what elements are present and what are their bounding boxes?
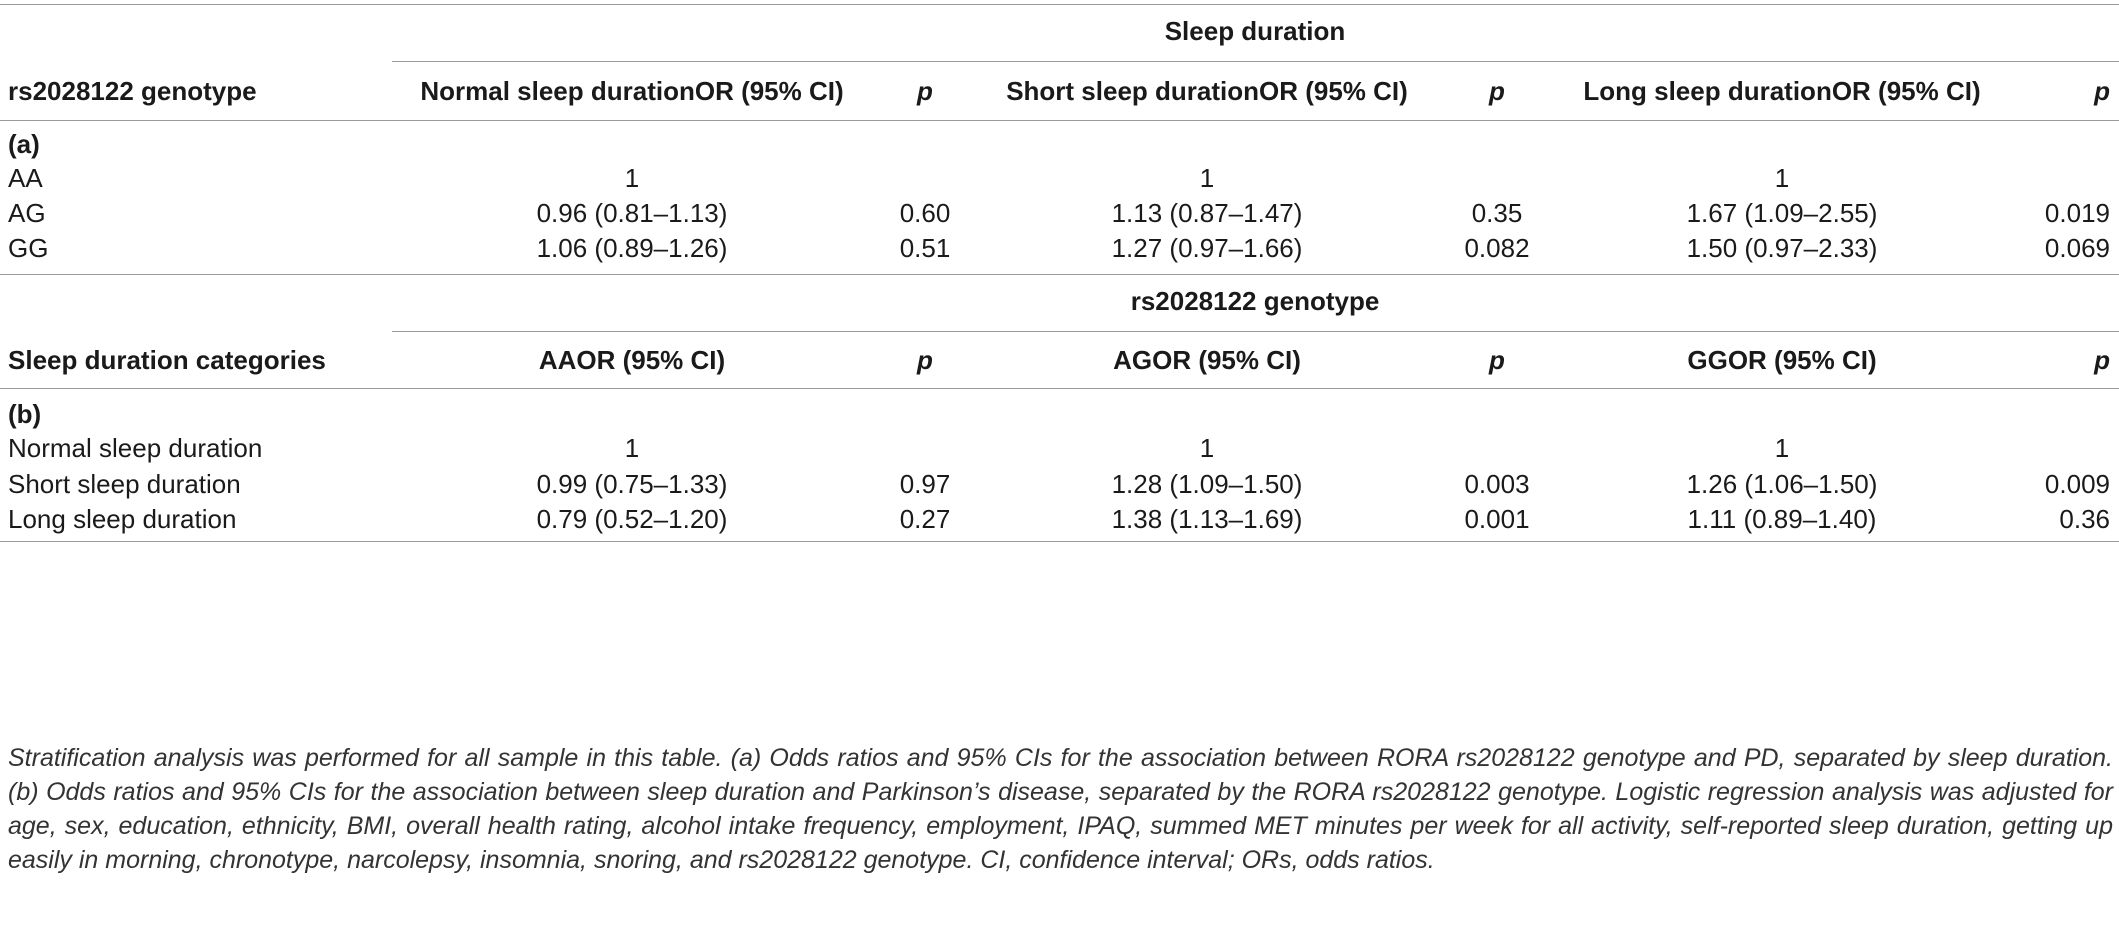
table-cell: 0.99 (0.75–1.33) [536,469,728,499]
section-a-col-long: Long sleep durationOR (95% CI) [1583,76,1981,106]
table-cell: 1 [1199,433,1215,463]
table-cell: 1.06 (0.89–1.26) [536,233,728,263]
table-cell: 1.38 (1.13–1.69) [1111,504,1303,534]
table-row-label: Normal sleep duration [8,433,263,463]
table-cell: 1.13 (0.87–1.47) [1111,198,1303,228]
table-cell: 1.50 (0.97–2.33) [1686,233,1878,263]
section-b-group-header: rs2028122 genotype [1130,286,1380,316]
section-a-col-p1: p [917,76,933,106]
table-cell: 0.019 [2044,198,2110,228]
section-b-group-rule [392,331,2119,332]
table-bottom-rule [0,541,2119,542]
table-cell: 0.082 [1464,233,1530,263]
table-cell: 0.96 (0.81–1.13) [536,198,728,228]
section-b-top-rule [0,274,2119,275]
section-a-header-rule [0,120,2119,121]
table-row-label: Long sleep duration [8,504,237,534]
table-cell: 0.97 [899,469,951,499]
table-cell: 1 [624,433,640,463]
section-b-col-p1: p [917,345,933,375]
table-cell: 0.35 [1471,198,1523,228]
table-cell: 1.28 (1.09–1.50) [1111,469,1303,499]
section-b-label: (b) [8,399,42,429]
table-cell: 0.009 [2044,469,2110,499]
table-cell: 0.60 [899,198,951,228]
table-row-label: GG [8,233,49,263]
table-cell: 0.069 [2044,233,2110,263]
table-cell: 1.26 (1.06–1.50) [1686,469,1878,499]
table-cell: 1 [1199,163,1215,193]
section-b-col-ag: AGOR (95% CI) [1113,345,1301,375]
section-a-col-p2: p [1489,76,1505,106]
table-cell: 1 [624,163,640,193]
table-cell: 0.001 [1464,504,1530,534]
section-a-col-short: Short sleep durationOR (95% CI) [1006,76,1408,106]
table-cell: 1 [1774,163,1790,193]
table-cell: 0.36 [2059,504,2110,534]
table-cell: 1.11 (0.89–1.40) [1687,504,1877,534]
section-a-label: (a) [8,129,40,159]
section-b-header-rule [0,388,2119,389]
table-cell: 1.67 (1.09–2.55) [1686,198,1878,228]
table-row-label: AA [8,163,43,193]
table-cell: 0.27 [899,504,951,534]
section-a-col-normal: Normal sleep durationOR (95% CI) [420,76,844,106]
table-footnote: Stratification analysis was performed fo… [8,744,2113,874]
section-b-col-p3: p [2094,345,2110,375]
table-cell: 0.51 [899,233,951,263]
section-a-group-rule [392,61,2119,62]
table-row-label: Short sleep duration [8,469,241,499]
section-b-col-aa: AAOR (95% CI) [538,345,726,375]
section-a-col-p3: p [2094,76,2110,106]
table-cell: 1 [1774,433,1790,463]
table-cell: 0.79 (0.52–1.20) [536,504,728,534]
section-a-row-header: rs2028122 genotype [8,76,257,106]
table-cell: 0.003 [1464,469,1530,499]
section-b-row-header: Sleep duration categories [8,345,326,375]
section-a-group-header: Sleep duration [1164,16,1346,46]
table-top-rule [0,4,2119,5]
section-b-col-p2: p [1489,345,1505,375]
table-row-label: AG [8,198,46,228]
section-b-col-gg: GGOR (95% CI) [1687,345,1877,375]
table-cell: 1.27 (0.97–1.66) [1111,233,1303,263]
